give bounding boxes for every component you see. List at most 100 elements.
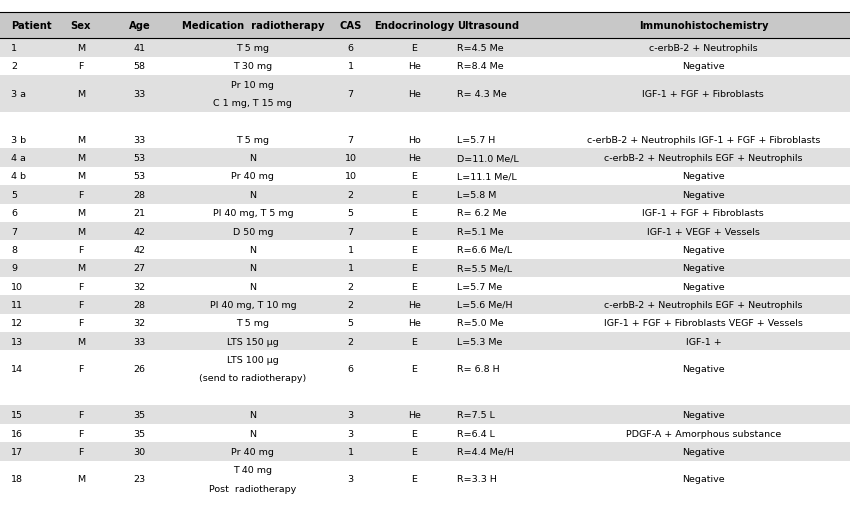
Bar (0, 406, 850, 424)
Text: R= 6.8 H: R= 6.8 H (457, 364, 500, 374)
Text: Negative: Negative (682, 62, 725, 71)
Bar (0, 13, 850, 39)
Text: M: M (76, 474, 85, 484)
Text: 2: 2 (348, 190, 354, 200)
Text: PDGF-A + Amorphous substance: PDGF-A + Amorphous substance (626, 429, 781, 438)
Bar (0, 186, 850, 204)
Text: R=4.5 Me: R=4.5 Me (457, 44, 504, 53)
Text: 17: 17 (11, 447, 23, 456)
Text: F: F (78, 364, 83, 374)
Text: 28: 28 (133, 300, 145, 309)
Text: 28: 28 (133, 190, 145, 200)
Text: 30: 30 (133, 447, 145, 456)
Text: F: F (78, 62, 83, 71)
Text: Negative: Negative (682, 447, 725, 456)
Text: E: E (411, 190, 417, 200)
Text: Negative: Negative (682, 282, 725, 291)
Text: E: E (411, 474, 417, 484)
Text: Medication  radiotherapy: Medication radiotherapy (182, 21, 324, 31)
Text: R=7.5 L: R=7.5 L (457, 410, 496, 419)
Text: R=3.3 H: R=3.3 H (457, 474, 497, 484)
Text: F: F (78, 447, 83, 456)
Text: Ho: Ho (408, 135, 421, 145)
Bar (0, 149, 850, 167)
Text: R=6.6 Me/L: R=6.6 Me/L (457, 245, 513, 254)
Text: Sex: Sex (71, 21, 91, 31)
Text: 6: 6 (348, 44, 354, 53)
Text: 41: 41 (133, 44, 145, 53)
Text: T 40 mg: T 40 mg (234, 465, 272, 474)
Text: 15: 15 (11, 410, 23, 419)
Text: M: M (76, 337, 85, 346)
Text: 2: 2 (11, 62, 17, 71)
Text: c-erbB-2 + Neutrophils: c-erbB-2 + Neutrophils (649, 44, 757, 53)
Text: 10: 10 (344, 154, 357, 163)
Text: LTS 100 μg: LTS 100 μg (227, 355, 279, 364)
Text: R=4.4 Me/H: R=4.4 Me/H (457, 447, 514, 456)
Text: T 5 mg: T 5 mg (236, 319, 269, 328)
Text: 5: 5 (11, 190, 17, 200)
Text: F: F (78, 410, 83, 419)
Text: 32: 32 (133, 319, 145, 328)
Text: Negative: Negative (682, 364, 725, 374)
Text: 10: 10 (344, 172, 357, 181)
Text: R=8.4 Me: R=8.4 Me (457, 62, 504, 71)
Text: 2: 2 (348, 337, 354, 346)
Text: E: E (411, 447, 417, 456)
Text: E: E (411, 429, 417, 438)
Text: IGF-1 + FGF + Fibroblasts: IGF-1 + FGF + Fibroblasts (643, 209, 764, 218)
Text: Negative: Negative (682, 264, 725, 273)
Text: 3: 3 (348, 474, 354, 484)
Text: N: N (249, 282, 257, 291)
Text: 1: 1 (348, 62, 354, 71)
Text: 58: 58 (133, 62, 145, 71)
Text: F: F (78, 190, 83, 200)
Text: c-erbB-2 + Neutrophils IGF-1 + FGF + Fibroblasts: c-erbB-2 + Neutrophils IGF-1 + FGF + Fib… (586, 135, 820, 145)
Bar (0, 222, 850, 241)
Text: 1: 1 (348, 264, 354, 273)
Text: IGF-1 + FGF + Fibroblasts: IGF-1 + FGF + Fibroblasts (643, 90, 764, 99)
Text: Negative: Negative (682, 410, 725, 419)
Text: Endocrinology: Endocrinology (374, 21, 455, 31)
Text: He: He (408, 410, 421, 419)
Text: Pr 40 mg: Pr 40 mg (231, 447, 275, 456)
Text: R=5.0 Me: R=5.0 Me (457, 319, 504, 328)
Text: N: N (249, 190, 257, 200)
Text: 27: 27 (133, 264, 145, 273)
Text: E: E (411, 364, 417, 374)
Text: F: F (78, 245, 83, 254)
Text: E: E (411, 282, 417, 291)
Text: M: M (76, 227, 85, 236)
Text: L=5.6 Me/H: L=5.6 Me/H (457, 300, 513, 309)
Text: 42: 42 (133, 227, 145, 236)
Text: D=11.0 Me/L: D=11.0 Me/L (457, 154, 519, 163)
Text: 32: 32 (133, 282, 145, 291)
Text: 4 a: 4 a (11, 154, 26, 163)
Text: LTS 150 μg: LTS 150 μg (227, 337, 279, 346)
Text: N: N (249, 245, 257, 254)
Bar (0, 296, 850, 314)
Text: 6: 6 (348, 364, 354, 374)
Text: E: E (411, 264, 417, 273)
Text: Pr 10 mg: Pr 10 mg (231, 80, 275, 90)
Text: 53: 53 (133, 154, 145, 163)
Text: R=5.1 Me: R=5.1 Me (457, 227, 504, 236)
Bar (0, 39, 850, 58)
Bar (0, 442, 850, 461)
Text: R=6.4 L: R=6.4 L (457, 429, 496, 438)
Text: T 30 mg: T 30 mg (233, 62, 273, 71)
Text: 23: 23 (133, 474, 145, 484)
Text: N: N (249, 429, 257, 438)
Bar (0, 332, 850, 351)
Text: R= 4.3 Me: R= 4.3 Me (457, 90, 507, 99)
Text: R=5.5 Me/L: R=5.5 Me/L (457, 264, 513, 273)
Text: 35: 35 (133, 410, 145, 419)
Text: IGF-1 +: IGF-1 + (685, 337, 722, 346)
Text: N: N (249, 264, 257, 273)
Text: T 5 mg: T 5 mg (236, 44, 269, 53)
Text: 33: 33 (133, 90, 145, 99)
Text: 4 b: 4 b (11, 172, 26, 181)
Text: c-erbB-2 + Neutrophils EGF + Neutrophils: c-erbB-2 + Neutrophils EGF + Neutrophils (604, 300, 802, 309)
Text: (send to radiotherapy): (send to radiotherapy) (199, 374, 307, 383)
Text: E: E (411, 44, 417, 53)
